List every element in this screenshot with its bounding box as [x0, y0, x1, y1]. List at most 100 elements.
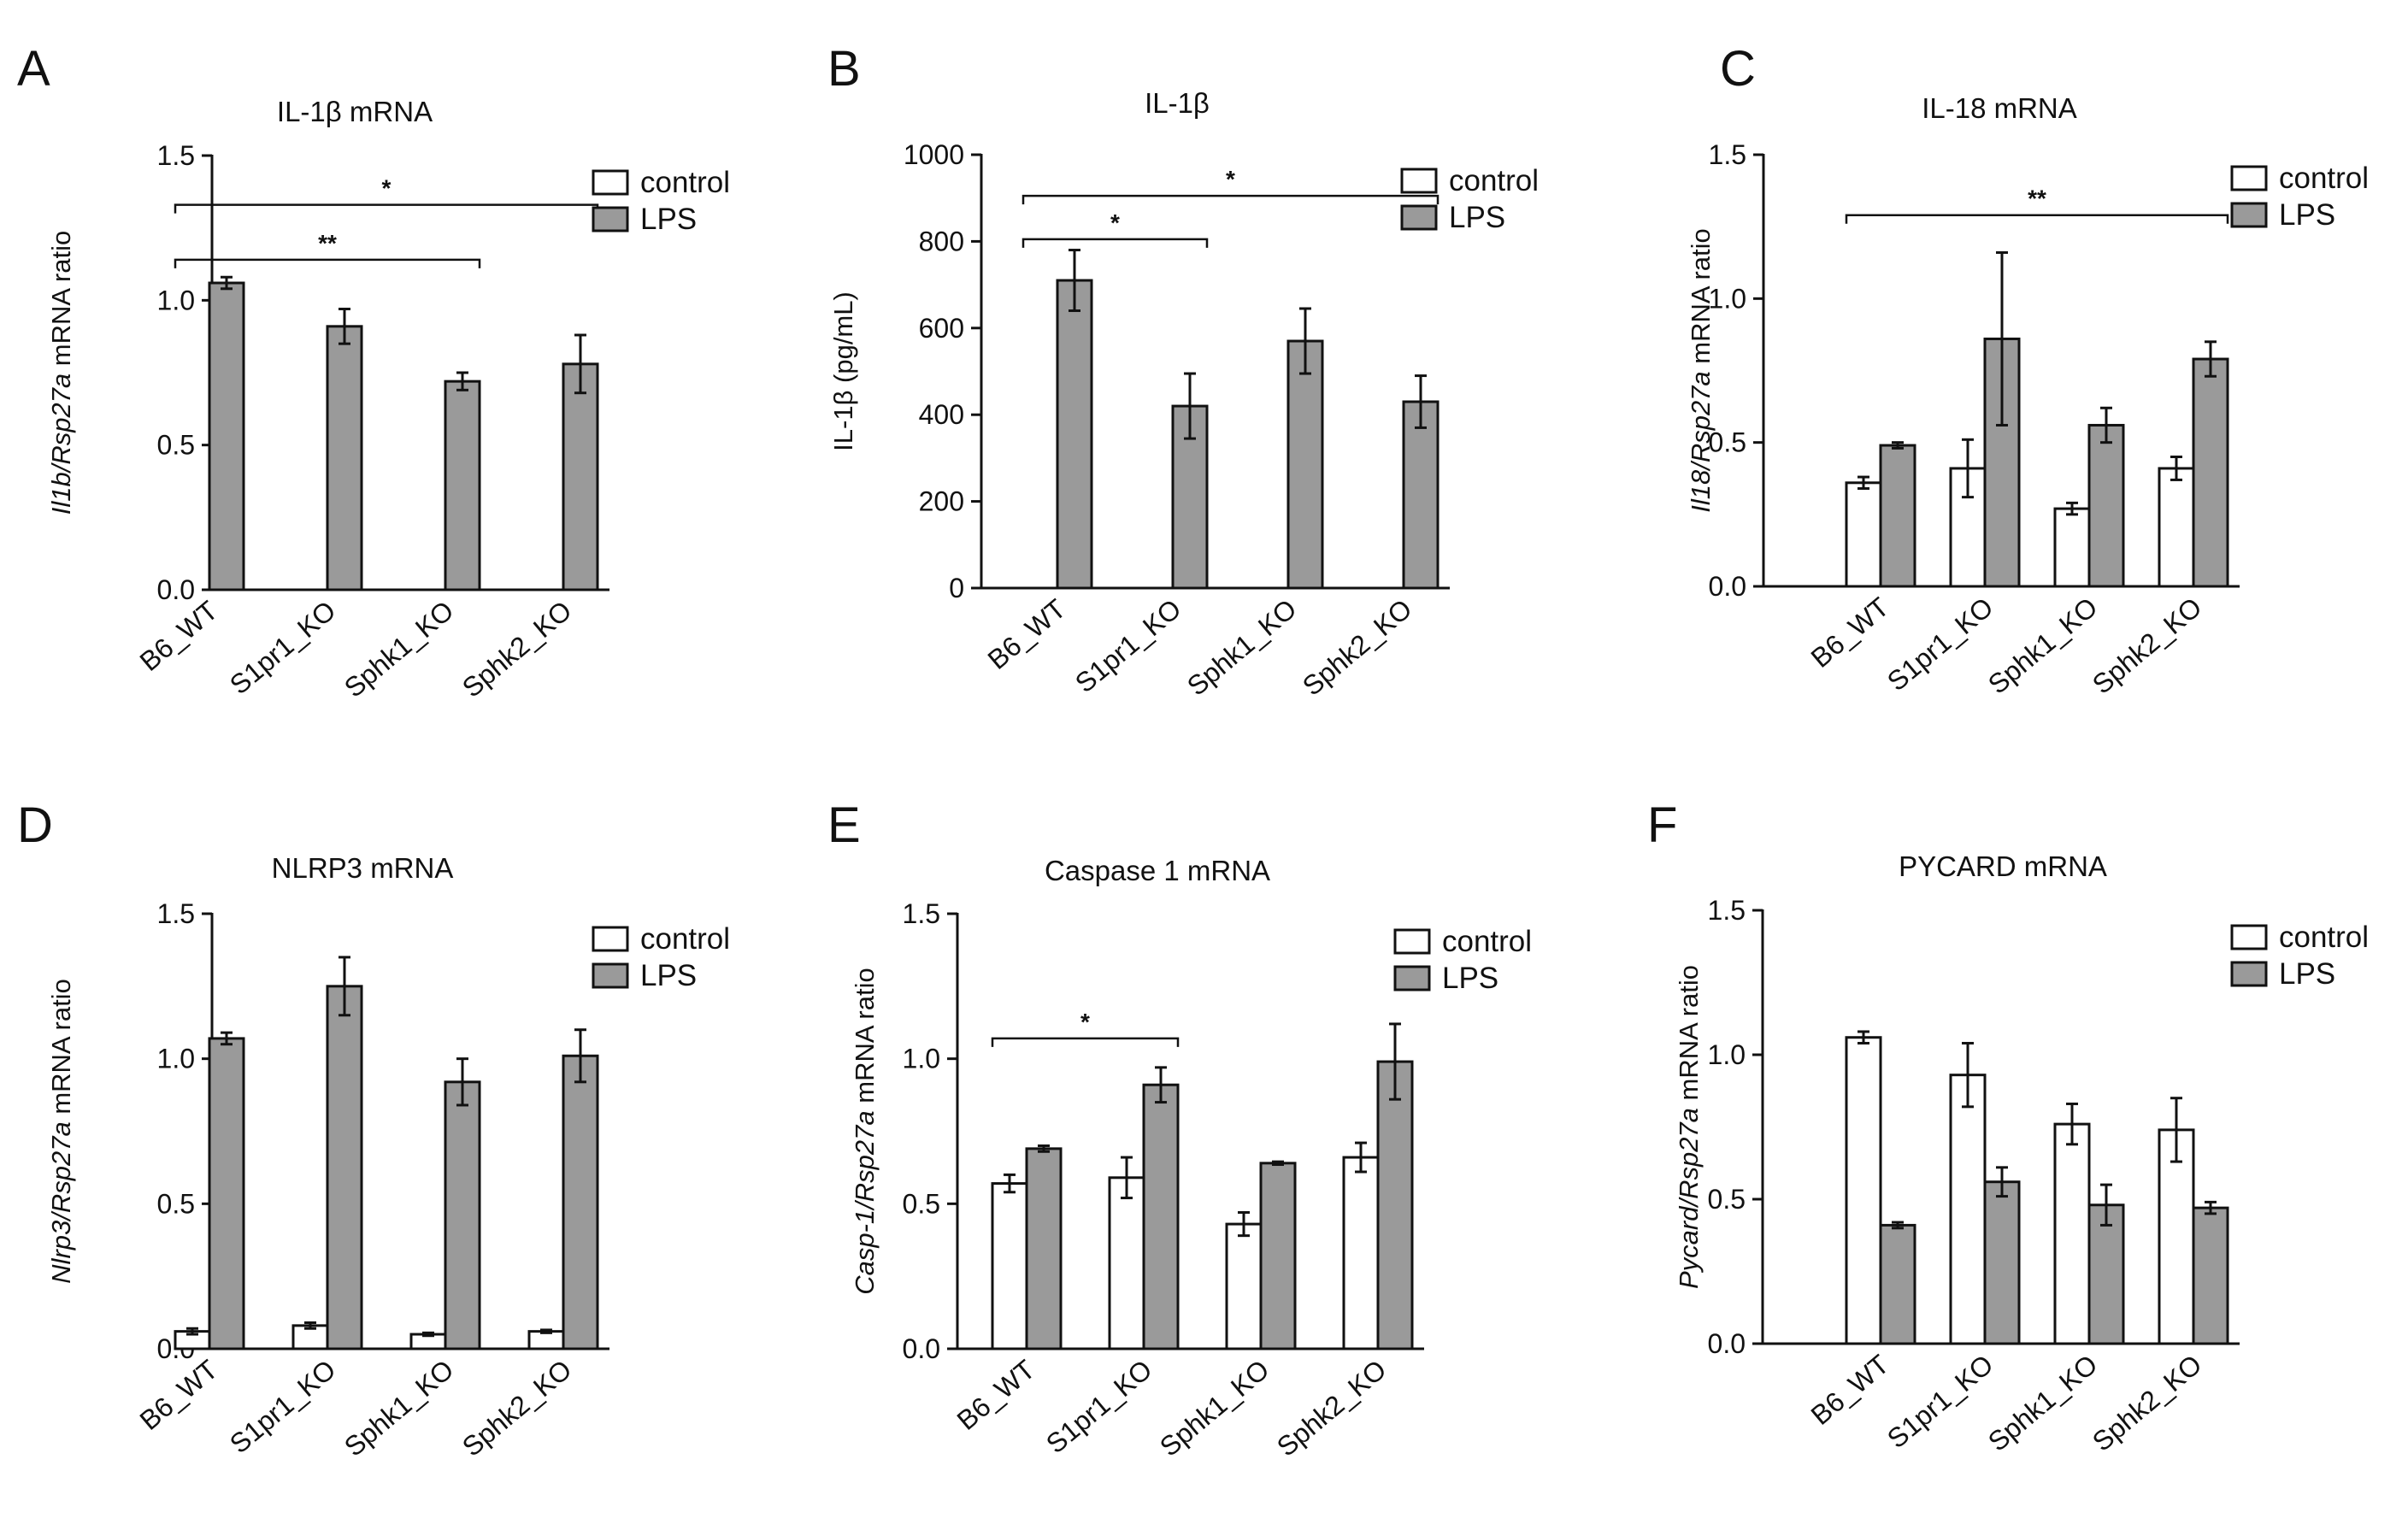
y-tick-label: 1.0: [903, 1044, 940, 1074]
y-axis-label: Il1b/Rsp27a mRNA ratio: [46, 231, 76, 515]
x-category-label: Sphk2_KO: [456, 1354, 578, 1462]
chart-panel-e: E Caspase 1 mRNA 0.0 0.5 1.0 1.5 Casp-1/Rsp27a…: [827, 797, 1532, 1462]
x-category-label: Sphk2_KO: [456, 595, 578, 703]
bar-lps: [1879, 444, 1916, 588]
panel-letter: D: [17, 797, 53, 853]
bar-lps: [2192, 1206, 2229, 1345]
bar-lps: [1025, 1147, 1063, 1350]
significance-label: *: [1080, 1009, 1090, 1035]
y-tick-label: 1000: [904, 139, 964, 170]
y-tick-label: 0.0: [157, 574, 195, 605]
legend-label-lps: LPS: [2279, 198, 2335, 232]
bar-lps: [562, 362, 599, 591]
bar-lps: [1402, 400, 1440, 590]
legend-swatch-control: [1400, 168, 1438, 194]
x-category-label: Sphk1_KO: [1154, 1354, 1275, 1462]
chart-title: IL-18 mRNA: [1922, 92, 2077, 124]
x-category-label: B6_WT: [982, 593, 1072, 675]
panel-letter: F: [1647, 797, 1677, 853]
y-tick-label: 0.0: [1709, 571, 1746, 602]
x-category-label: B6_WT: [951, 1354, 1041, 1436]
y-tick-label: 600: [919, 313, 964, 344]
x-category-label: Sphk1_KO: [1982, 1349, 2104, 1457]
significance-label: *: [382, 175, 392, 202]
significance-bracket: [1021, 194, 1440, 205]
y-tick-label: 0.0: [1708, 1328, 1746, 1359]
bar-lps: [444, 380, 481, 591]
bar-control: [1225, 1222, 1263, 1350]
bar-control: [1845, 1036, 1882, 1345]
chart-title: Caspase 1 mRNA: [1045, 855, 1270, 886]
legend-label-control: control: [2279, 162, 2369, 195]
x-category-label: Sphk1_KO: [339, 595, 460, 703]
legend-label-control: control: [1449, 164, 1539, 197]
legend-label-lps: LPS: [2279, 957, 2335, 991]
bar-lps: [444, 1080, 481, 1350]
y-tick-label: 1.5: [1709, 139, 1746, 170]
bar-control: [2053, 507, 2091, 588]
chart-panel-f: F PYCARD mRNA 0.0 0.5 1.0 1.5 Pycard/Rsp27a mR…: [1647, 797, 2369, 1457]
bar-lps: [1879, 1223, 1916, 1345]
x-category-label: S1pr1_KO: [1881, 1349, 1999, 1455]
significance-label: **: [2028, 185, 2046, 212]
y-tick-label: 1.0: [157, 1044, 195, 1074]
x-category-label: B6_WT: [1805, 591, 1895, 674]
legend-swatch-lps: [2230, 202, 2268, 228]
y-tick-label: 800: [919, 226, 964, 256]
x-category-label: B6_WT: [134, 1354, 224, 1436]
y-tick-label: 1.0: [157, 285, 195, 315]
panel-letter: E: [827, 797, 861, 853]
legend-swatch-control: [2230, 165, 2268, 191]
y-tick-label: 0.0: [903, 1333, 940, 1364]
y-axis-label: Il18/Rsp27a mRNA ratio: [1686, 228, 1716, 513]
y-tick-label: 1.5: [157, 898, 195, 929]
legend-swatch-lps: [2230, 961, 2268, 987]
y-tick-label: 400: [919, 399, 964, 430]
x-category-label: S1pr1_KO: [1881, 591, 1999, 697]
chart-panel-a: A IL-1β mRNA 0.0 0.5 1.0 1.5 Il1b/Rsp27a mRNA …: [17, 41, 730, 703]
bar-lps: [2087, 423, 2125, 588]
bar-lps: [2192, 357, 2229, 588]
chart-title: IL-1β mRNA: [277, 96, 433, 127]
legend-label-lps: LPS: [640, 203, 697, 236]
chart-panel-b: B IL-1β 0 200 400 600 800 1000 IL-1β (pg/mL) B6_W…: [827, 41, 1539, 702]
bar-lps: [1376, 1060, 1414, 1350]
bar-lps: [208, 1037, 245, 1350]
legend-label-control: control: [2279, 921, 2369, 954]
y-tick-label: 0: [949, 573, 964, 603]
chart-title: IL-1β: [1145, 87, 1210, 119]
bar-lps: [208, 281, 245, 591]
bar-lps: [1142, 1083, 1180, 1350]
chart-panel-c: C IL-18 mRNA 0.0 0.5 1.0 1.5 Il18/Rsp27a mRNA …: [1686, 41, 2369, 700]
x-category-label: S1pr1_KO: [1069, 593, 1187, 699]
y-tick-label: 0.5: [157, 430, 195, 461]
significance-bracket: [1845, 214, 2229, 224]
panel-letter: C: [1720, 41, 1756, 97]
bar-lps: [326, 325, 363, 591]
chart-title: PYCARD mRNA: [1899, 850, 2107, 882]
bar-control: [991, 1182, 1028, 1350]
bar-control: [1949, 1074, 1987, 1345]
legend-swatch-lps: [1393, 965, 1431, 991]
x-category-label: Sphk1_KO: [1982, 591, 2104, 700]
x-category-label: S1pr1_KO: [1040, 1354, 1158, 1460]
legend-label-lps: LPS: [1449, 201, 1505, 234]
significance-label: *: [1110, 209, 1120, 236]
y-tick-label: 1.5: [1708, 895, 1746, 926]
bar-control: [1342, 1156, 1380, 1350]
x-category-label: Sphk1_KO: [1181, 593, 1303, 702]
legend-swatch-lps: [592, 962, 629, 989]
legend-label-control: control: [640, 922, 730, 956]
significance-bracket: [991, 1037, 1180, 1047]
bar-lps: [562, 1054, 599, 1350]
y-tick-label: 0.5: [903, 1188, 940, 1219]
legend-label-control: control: [640, 166, 730, 199]
y-axis-label: Nlrp3/Rsp27a mRNA ratio: [46, 979, 76, 1284]
x-category-label: S1pr1_KO: [224, 595, 342, 701]
legend-swatch-control: [592, 926, 629, 952]
bar-lps: [1983, 1180, 2021, 1345]
legend-swatch-lps: [1400, 204, 1438, 231]
legend-label-control: control: [1442, 925, 1532, 958]
bar-control: [2053, 1122, 2091, 1345]
